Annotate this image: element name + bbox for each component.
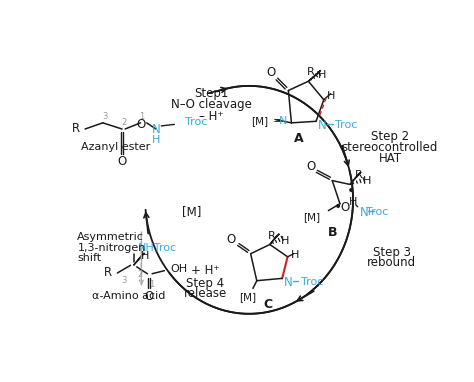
Polygon shape — [309, 70, 320, 81]
Text: α-Amino acid: α-Amino acid — [91, 291, 165, 301]
Text: A: A — [294, 132, 304, 145]
Text: [M]: [M] — [303, 212, 321, 222]
Text: Step 2: Step 2 — [371, 130, 409, 143]
Text: •: • — [334, 200, 343, 214]
Text: NHTroc: NHTroc — [137, 243, 176, 253]
Text: Step 3: Step 3 — [373, 246, 410, 259]
Text: R: R — [356, 170, 363, 180]
Text: stereocontrolled: stereocontrolled — [342, 141, 438, 154]
Text: Troc: Troc — [301, 277, 323, 287]
Text: HAT: HAT — [378, 152, 401, 165]
Text: O: O — [137, 118, 146, 131]
Text: 1,3-nitrogen: 1,3-nitrogen — [77, 243, 146, 253]
Text: Azanyl ester: Azanyl ester — [81, 142, 151, 152]
Text: H: H — [349, 197, 357, 207]
Text: H: H — [327, 91, 336, 101]
Text: =: = — [273, 116, 282, 126]
Text: B: B — [328, 227, 337, 240]
Text: [M]: [M] — [251, 116, 268, 126]
Text: H: H — [363, 176, 371, 186]
Text: [M]: [M] — [239, 292, 256, 302]
Text: 1: 1 — [149, 280, 155, 289]
Text: + H⁺: + H⁺ — [191, 264, 219, 277]
Text: R: R — [73, 123, 81, 136]
Polygon shape — [350, 172, 361, 185]
Text: 2: 2 — [121, 118, 126, 127]
Text: H: H — [141, 251, 149, 261]
Text: rebound: rebound — [367, 256, 416, 269]
Text: H: H — [291, 250, 300, 260]
Text: N: N — [318, 119, 327, 132]
Text: O: O — [118, 155, 127, 168]
Text: C: C — [264, 298, 273, 311]
Text: shift: shift — [77, 253, 101, 263]
Text: O: O — [306, 160, 315, 173]
Text: N–O cleavage: N–O cleavage — [171, 98, 252, 111]
Text: 2: 2 — [137, 270, 142, 279]
Polygon shape — [134, 253, 145, 265]
Text: release: release — [183, 287, 227, 300]
Text: R: R — [267, 231, 275, 241]
Text: H: H — [152, 135, 160, 145]
Text: H: H — [318, 70, 327, 80]
Text: OH: OH — [171, 264, 188, 274]
Text: R: R — [104, 267, 112, 280]
Text: R: R — [307, 67, 315, 77]
Text: Troc: Troc — [366, 207, 389, 217]
Text: N: N — [359, 206, 368, 219]
Text: O: O — [266, 66, 275, 79]
Text: N: N — [284, 276, 293, 289]
Text: 1: 1 — [139, 112, 144, 121]
Text: Troc: Troc — [335, 120, 358, 130]
Text: – H⁺: – H⁺ — [199, 110, 224, 123]
Text: [M]: [M] — [182, 205, 201, 218]
Text: •: • — [347, 184, 356, 197]
Text: H: H — [281, 236, 290, 246]
Text: 3: 3 — [121, 276, 126, 285]
Text: O: O — [145, 290, 154, 303]
Text: N: N — [279, 116, 287, 126]
Polygon shape — [270, 234, 279, 244]
Text: Asymmetric: Asymmetric — [77, 232, 144, 242]
Text: N: N — [152, 123, 160, 136]
Text: 3: 3 — [102, 112, 108, 121]
Text: Troc: Troc — [185, 117, 208, 127]
Text: O: O — [340, 201, 349, 214]
Text: Step 4: Step 4 — [186, 277, 224, 290]
Text: Step1: Step1 — [194, 87, 228, 100]
Text: O: O — [226, 233, 235, 246]
